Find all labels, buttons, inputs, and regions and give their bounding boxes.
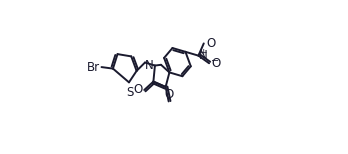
Text: −: − (211, 56, 219, 65)
Text: O: O (133, 83, 142, 96)
Text: +: + (199, 48, 206, 57)
Text: O: O (164, 88, 173, 101)
Text: N: N (145, 59, 154, 72)
Text: O: O (212, 57, 221, 70)
Text: O: O (206, 37, 215, 50)
Text: Br: Br (87, 61, 100, 74)
Text: N: N (199, 49, 208, 62)
Text: S: S (127, 86, 134, 99)
